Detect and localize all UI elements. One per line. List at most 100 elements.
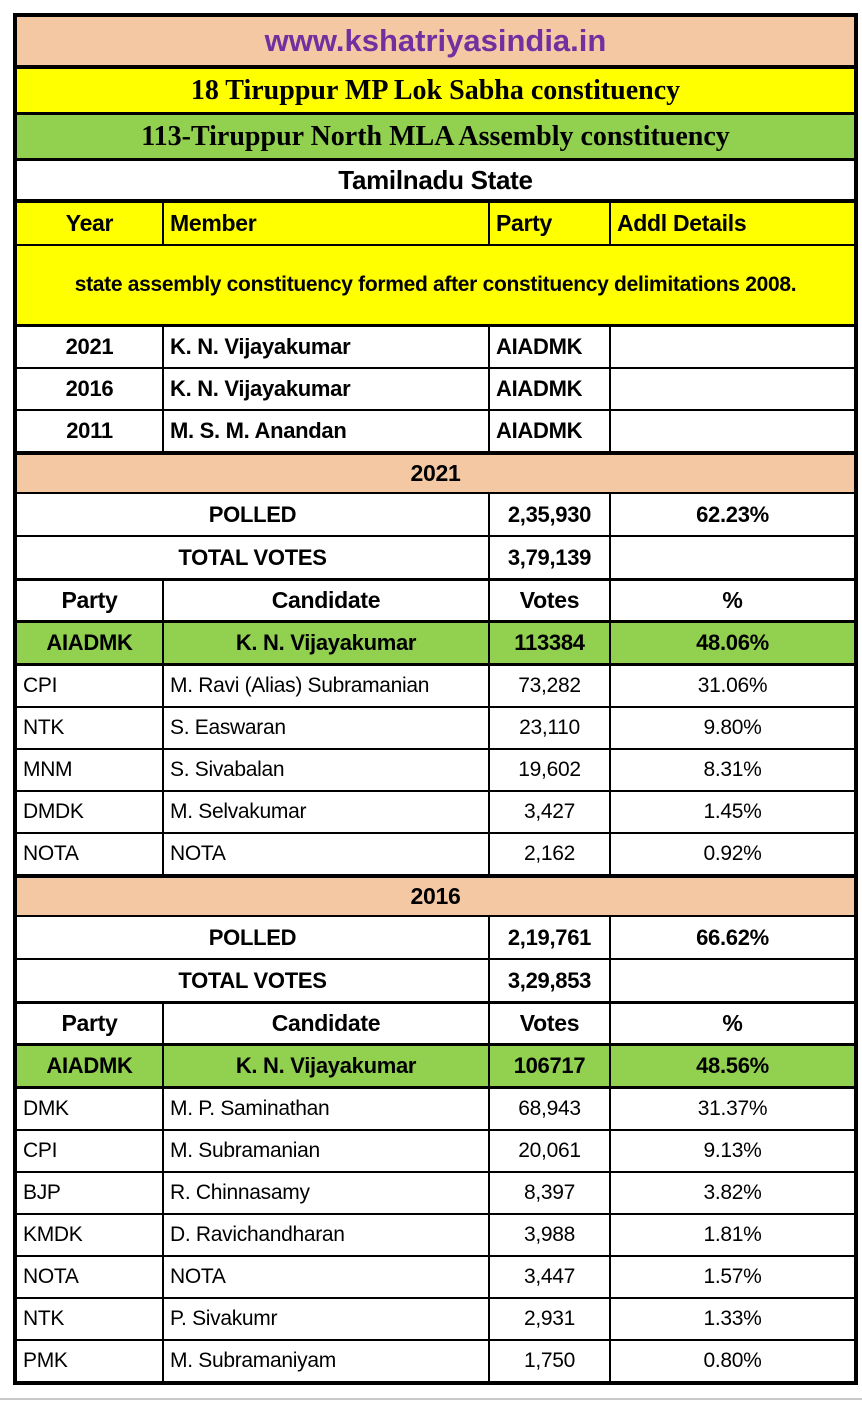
result-pct: 1.81% (609, 1213, 857, 1257)
result-row: KMDK D. Ravichandharan 3,988 1.81% (14, 1213, 857, 1257)
member-row: 2016 K. N. Vijayakumar AIADMK (14, 367, 857, 411)
col-header-candidate: Candidate (162, 1001, 490, 1046)
result-row: PMK M. Subramaniyam 1,750 0.80% (14, 1339, 857, 1384)
result-votes: 73,282 (488, 663, 611, 708)
col-header-votes: Votes (488, 578, 611, 623)
result-votes: 3,447 (488, 1255, 611, 1299)
page-bottom-divider (0, 1398, 862, 1400)
winner-party: AIADMK (14, 620, 164, 666)
result-party: DMK (14, 1086, 164, 1131)
member-year: 2011 (14, 409, 164, 454)
result-party: BJP (14, 1171, 164, 1215)
result-candidate: D. Ravichandharan (162, 1213, 490, 1257)
col-header-pct: % (609, 578, 857, 623)
total-votes-pct (609, 958, 857, 1004)
total-votes-row-2016: TOTAL VOTES 3,29,853 (14, 958, 857, 1004)
result-pct: 0.80% (609, 1339, 857, 1384)
result-row: NTK S. Easwaran 23,110 9.80% (14, 706, 857, 750)
state-title: Tamilnadu State (14, 158, 857, 203)
result-row: DMK M. P. Saminathan 68,943 31.37% (14, 1086, 857, 1131)
result-row: NOTA NOTA 3,447 1.57% (14, 1255, 857, 1299)
result-votes: 2,162 (488, 832, 611, 877)
constituency-note: state assembly constituency formed after… (14, 244, 857, 327)
result-pct: 9.13% (609, 1129, 857, 1173)
member-row: 2021 K. N. Vijayakumar AIADMK (14, 324, 857, 369)
result-pct: 3.82% (609, 1171, 857, 1215)
result-party: CPI (14, 1129, 164, 1173)
election-year-band-2016: 2016 (14, 874, 857, 917)
total-votes-value: 3,29,853 (488, 958, 611, 1004)
result-votes: 2,931 (488, 1297, 611, 1341)
result-votes: 19,602 (488, 748, 611, 792)
result-row: BJP R. Chinnasamy 8,397 3.82% (14, 1171, 857, 1215)
result-party: DMDK (14, 790, 164, 834)
result-party: MNM (14, 748, 164, 792)
result-candidate: NOTA (162, 832, 490, 877)
site-url: www.kshatriyasindia.in (14, 14, 857, 69)
result-row: NOTA NOTA 2,162 0.92% (14, 832, 857, 877)
result-party: KMDK (14, 1213, 164, 1257)
election-year: 2021 (14, 451, 857, 494)
result-votes: 68,943 (488, 1086, 611, 1131)
result-votes: 3,427 (488, 790, 611, 834)
lok-sabha-title-row: 18 Tiruppur MP Lok Sabha constituency (14, 65, 857, 115)
total-votes-label: TOTAL VOTES (14, 535, 490, 581)
result-pct: 1.57% (609, 1255, 857, 1299)
result-candidate: M. Subramaniyam (162, 1339, 490, 1384)
result-row: MNM S. Sivabalan 19,602 8.31% (14, 748, 857, 792)
results-page: www.kshatriyasindia.in 18 Tiruppur MP Lo… (13, 13, 858, 1385)
total-votes-label: TOTAL VOTES (14, 958, 490, 1004)
result-votes: 1,750 (488, 1339, 611, 1384)
result-party: NOTA (14, 1255, 164, 1299)
result-pct: 9.80% (609, 706, 857, 750)
result-pct: 31.06% (609, 663, 857, 708)
result-pct: 31.37% (609, 1086, 857, 1131)
result-party: PMK (14, 1339, 164, 1384)
result-candidate: M. Ravi (Alias) Subramanian (162, 663, 490, 708)
col-header-candidate: Candidate (162, 578, 490, 623)
election-year-band-2021: 2021 (14, 451, 857, 494)
polled-votes: 2,35,930 (488, 492, 611, 537)
assembly-title-row: 113-Tiruppur North MLA Assembly constitu… (14, 112, 857, 161)
members-header-member: Member (162, 199, 490, 246)
results-header-row-2016: Party Candidate Votes % (14, 1001, 857, 1046)
winner-row-2016: AIADMK K. N. Vijayakumar 106717 48.56% (14, 1043, 857, 1089)
result-pct: 1.33% (609, 1297, 857, 1341)
result-candidate: NOTA (162, 1255, 490, 1299)
result-votes: 3,988 (488, 1213, 611, 1257)
polled-pct: 62.23% (609, 492, 857, 537)
total-votes-pct (609, 535, 857, 581)
lok-sabha-title: 18 Tiruppur MP Lok Sabha constituency (14, 65, 857, 115)
member-addl (609, 324, 857, 369)
result-votes: 20,061 (488, 1129, 611, 1173)
result-row: CPI M. Subramanian 20,061 9.13% (14, 1129, 857, 1173)
member-party: AIADMK (488, 367, 611, 411)
col-header-votes: Votes (488, 1001, 611, 1046)
state-title-row: Tamilnadu State (14, 158, 857, 203)
result-candidate: M. Subramanian (162, 1129, 490, 1173)
col-header-party: Party (14, 1001, 164, 1046)
results-table: www.kshatriyasindia.in 18 Tiruppur MP Lo… (13, 13, 858, 1385)
member-name: K. N. Vijayakumar (162, 324, 490, 369)
result-row: CPI M. Ravi (Alias) Subramanian 73,282 3… (14, 663, 857, 708)
polled-votes: 2,19,761 (488, 915, 611, 960)
polled-label: POLLED (14, 492, 490, 537)
polled-label: POLLED (14, 915, 490, 960)
result-pct: 0.92% (609, 832, 857, 877)
member-name: M. S. M. Anandan (162, 409, 490, 454)
polled-row-2021: POLLED 2,35,930 62.23% (14, 492, 857, 537)
col-header-pct: % (609, 1001, 857, 1046)
members-header-addl: Addl Details (609, 199, 857, 246)
site-banner-row: www.kshatriyasindia.in (14, 14, 857, 69)
result-candidate: P. Sivakumr (162, 1297, 490, 1341)
result-candidate: S. Easwaran (162, 706, 490, 750)
member-party: AIADMK (488, 324, 611, 369)
winner-candidate: K. N. Vijayakumar (162, 620, 490, 666)
constituency-note-row: state assembly constituency formed after… (14, 244, 857, 327)
result-party: NOTA (14, 832, 164, 877)
polled-pct: 66.62% (609, 915, 857, 960)
polled-row-2016: POLLED 2,19,761 66.62% (14, 915, 857, 960)
winner-pct: 48.06% (609, 620, 857, 666)
total-votes-row-2021: TOTAL VOTES 3,79,139 (14, 535, 857, 581)
results-header-row-2021: Party Candidate Votes % (14, 578, 857, 623)
